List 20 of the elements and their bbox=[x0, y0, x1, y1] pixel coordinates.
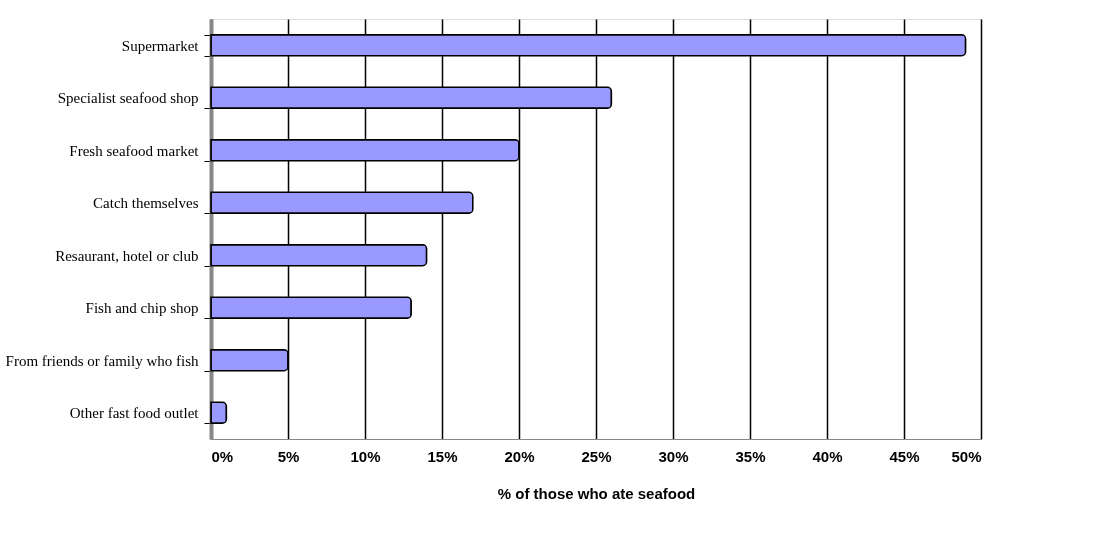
x-tick-label: 35% bbox=[735, 447, 766, 465]
x-tick-label: 40% bbox=[812, 447, 843, 465]
y-tick-label: From friends or family who fish bbox=[5, 352, 199, 369]
y-tick-label: Fresh seafood market bbox=[69, 142, 200, 159]
x-tick-label: 50% bbox=[951, 447, 982, 465]
x-axis-title: % of those who ate seafood bbox=[497, 484, 696, 502]
x-tick-label: 10% bbox=[350, 447, 381, 465]
x-tick-label: 20% bbox=[504, 447, 535, 465]
x-tick-label: 30% bbox=[658, 447, 689, 465]
x-tick-label: 0% bbox=[211, 447, 234, 465]
y-tick-label: Resaurant, hotel or club bbox=[55, 247, 199, 264]
x-tick-label: 5% bbox=[277, 447, 300, 465]
x-tick-label: 25% bbox=[581, 447, 612, 465]
y-tick-label: Supermarket bbox=[121, 37, 200, 54]
y-tick-label: Specialist seafood shop bbox=[57, 90, 199, 107]
x-tick-label: 15% bbox=[427, 447, 458, 465]
y-tick-label: Fish and chip shop bbox=[85, 300, 199, 317]
y-tick-label: Other fast food outlet bbox=[69, 405, 200, 422]
y-tick-label: Catch themselves bbox=[93, 195, 199, 212]
x-tick-label: 45% bbox=[889, 447, 920, 465]
